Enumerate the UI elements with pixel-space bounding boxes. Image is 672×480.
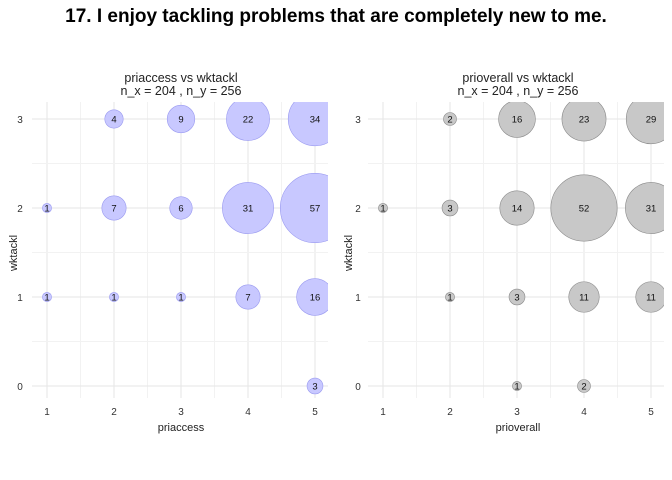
x-tick-label: 2 xyxy=(111,407,117,418)
bubble-count-label: 16 xyxy=(512,115,523,126)
x-axis-label: prioverall xyxy=(496,422,541,434)
bubble xyxy=(445,292,455,302)
bubble xyxy=(441,199,459,217)
bubble xyxy=(166,104,196,134)
bubble xyxy=(109,292,119,302)
bubble-count-label: 3 xyxy=(312,382,317,393)
bubble xyxy=(104,109,124,129)
x-tick-label: 5 xyxy=(312,407,318,418)
bubble xyxy=(378,203,388,213)
x-axis-label: priaccess xyxy=(158,422,205,434)
bubble-count-label: 1 xyxy=(44,204,49,215)
bubble-count-label: 3 xyxy=(514,293,519,304)
bubble xyxy=(498,102,536,138)
bubble-count-label: 4 xyxy=(111,115,116,126)
page-title: 17. I enjoy tackling problems that are c… xyxy=(65,6,607,27)
bubble-layer xyxy=(378,102,664,393)
chart-panel-prioverall: prioverall vs wktackl n_x = 204 , n_y = … xyxy=(343,71,664,434)
bubble-count-label: 16 xyxy=(310,293,321,304)
bubble xyxy=(235,284,261,310)
x-tick-label: 4 xyxy=(581,407,587,418)
bubble xyxy=(287,102,328,147)
bubble xyxy=(568,281,600,313)
x-tick-label: 5 xyxy=(648,407,654,418)
x-tick-label: 2 xyxy=(447,407,453,418)
x-tick-label: 3 xyxy=(178,407,184,418)
bubble-count-label: 11 xyxy=(646,293,656,304)
bubble-count-label: 1 xyxy=(111,293,116,304)
chart-subtitle: n_x = 204 , n_y = 256 xyxy=(121,84,242,98)
bubble-count-label: 7 xyxy=(111,204,116,215)
y-tick-label: 2 xyxy=(17,204,23,215)
x-tick-label: 1 xyxy=(380,407,386,418)
bubble-count-label: 57 xyxy=(310,204,321,215)
chart-title: priaccess vs wktackl xyxy=(124,71,237,85)
bubble-count-label: 1 xyxy=(44,293,49,304)
bubble xyxy=(625,182,664,234)
y-tick-label: 0 xyxy=(355,382,361,393)
bubble-count-label: 1 xyxy=(514,382,519,393)
bubble-count-label: 1 xyxy=(380,204,385,215)
chart-subtitle: n_x = 204 , n_y = 256 xyxy=(458,84,579,98)
x-tick-label: 4 xyxy=(245,407,251,418)
bubble xyxy=(42,292,52,302)
x-tick-label: 3 xyxy=(514,407,520,418)
bubble-count-label: 9 xyxy=(178,115,183,126)
bubble-count-label: 1 xyxy=(447,293,452,304)
bubble xyxy=(279,172,328,244)
y-tick-label: 1 xyxy=(17,293,23,304)
bubble-count-label: 23 xyxy=(579,115,590,126)
bubble xyxy=(512,381,522,391)
x-tick-label: 1 xyxy=(44,407,50,418)
bubble xyxy=(101,195,127,221)
bubble xyxy=(561,102,607,142)
bubble xyxy=(296,278,328,316)
bubble-count-label: 31 xyxy=(646,204,657,215)
chart-panel-priaccess: priaccess vs wktackl n_x = 204 , n_y = 2… xyxy=(8,71,328,434)
bubble-count-label: 7 xyxy=(245,293,250,304)
y-tick-label: 3 xyxy=(17,115,23,126)
bubble xyxy=(625,102,664,145)
bubble-count-label: 6 xyxy=(178,204,183,215)
y-tick-label: 2 xyxy=(355,204,361,215)
y-tick-label: 3 xyxy=(355,115,361,126)
bubble-count-label: 1 xyxy=(178,293,183,304)
bubble-count-label: 3 xyxy=(447,204,452,215)
bubble xyxy=(443,112,457,126)
bubble xyxy=(635,281,664,313)
bubble-count-label: 31 xyxy=(243,204,254,215)
chart-title: prioverall vs wktackl xyxy=(462,71,573,85)
bubble-count-label: 11 xyxy=(579,293,589,304)
bubble-count-label: 2 xyxy=(447,115,452,126)
bubble xyxy=(550,174,618,242)
bubble xyxy=(42,203,52,213)
bubble-count-label: 34 xyxy=(310,115,321,126)
bubble-count-label: 2 xyxy=(581,382,586,393)
y-tick-label: 0 xyxy=(17,382,23,393)
bubble-layer xyxy=(42,102,328,395)
bubble xyxy=(226,102,270,141)
y-axis-label: wktackl xyxy=(8,235,20,272)
gridlines xyxy=(32,102,328,398)
bubble xyxy=(508,288,526,306)
bubble xyxy=(577,379,591,393)
bubble xyxy=(176,292,186,302)
bubble xyxy=(222,182,274,234)
bubble-count-label: 29 xyxy=(646,115,657,126)
bubble xyxy=(169,196,193,220)
y-axis-label: wktackl xyxy=(343,235,355,272)
bubble-count-label: 52 xyxy=(579,204,590,215)
gridlines xyxy=(368,102,664,398)
bubble xyxy=(306,377,324,395)
bubble xyxy=(499,190,535,226)
y-tick-label: 1 xyxy=(355,293,361,304)
bubble-count-label: 14 xyxy=(512,204,523,215)
bubble-count-label: 22 xyxy=(243,115,254,126)
